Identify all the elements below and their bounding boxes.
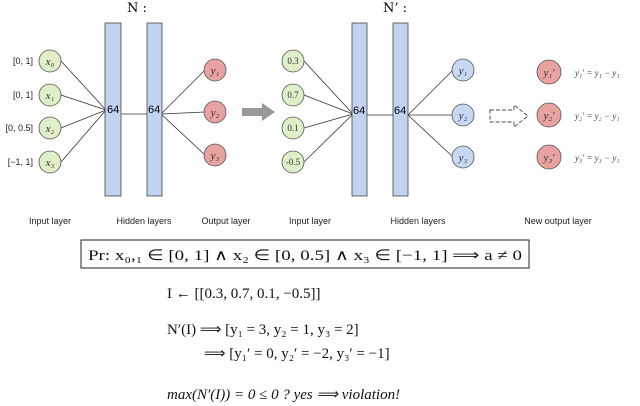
layer-label: Hidden layers (116, 216, 172, 226)
hidden-layer-1 (351, 22, 368, 197)
input-assignment: I ← [[0.3, 0.7, 0.1, −0.5]] (167, 286, 320, 302)
input-value: 0.1 (287, 123, 298, 133)
new-output-node: y₃′ (542, 152, 555, 164)
layer-label: Input layer (29, 216, 71, 226)
transformed-output: ⟹ [y₁′ = 0, y₂′ = −2, y₃′ = −1] (204, 346, 390, 362)
new-output-node: y₁′ (542, 67, 555, 79)
layer-label: Output layer (201, 216, 250, 226)
network-output: N′(I) ⟹ [y₁ = 3, y₂ = 1, y₃ = 2] (167, 322, 359, 338)
hidden-layer-2 (146, 22, 163, 197)
input-range: [0, 0.5] (5, 123, 33, 133)
new-output-node: y₂′ (542, 110, 555, 122)
output-equation: y₂′ = y₂ − y₁ (574, 111, 620, 121)
hidden-layer-1 (104, 22, 122, 197)
input-value: 0.3 (287, 56, 299, 66)
hidden-size: 64 (394, 105, 406, 117)
input-node: x₂ (45, 123, 55, 135)
right-network: N’ : 64 64 0.3 0.7 0.1 -0.5 y₁ y₂ y₃ (281, 1, 620, 226)
transform-arrow-icon (242, 103, 275, 121)
input-range: [−1, 1] (8, 157, 33, 167)
property-box (80, 239, 530, 269)
left-network: N : 64 64 [0, 1] [0, 1] [0, 0.5] [−1, 1]… (5, 1, 250, 226)
hidden-size: 64 (353, 105, 365, 117)
property-formula: Pr: x₀,₁ ∈ [0, 1] ∧ x₂ ∈ [0, 0.5] ∧ x₃ ∈… (88, 248, 522, 264)
output-node: y₁ (458, 65, 468, 77)
hidden-size: 64 (107, 104, 119, 116)
input-node: x₁ (45, 90, 55, 102)
violation-check: max(N′(I)) = 0 ≤ 0 ? yes ⟹ violation! (167, 387, 400, 403)
output-node: y₂ (458, 110, 468, 122)
output-node: y₁ (210, 65, 220, 77)
output-equation: y₃′ = y₃ − y₁ (574, 153, 620, 163)
layer-label: Input layer (289, 216, 331, 226)
layer-label: New output layer (524, 216, 592, 226)
output-node: y₃ (458, 152, 468, 164)
output-equation: y₁′ = y₁ − y₁ (574, 68, 620, 78)
input-node: x₃ (45, 157, 55, 169)
input-value: 0.7 (287, 90, 299, 100)
dashed-arrow-icon (489, 104, 529, 128)
right-network-title: N’ : (383, 1, 407, 16)
layer-label: Hidden layers (390, 216, 446, 226)
output-node: y₂ (210, 107, 220, 119)
output-node: y₃ (210, 150, 220, 162)
hidden-size: 64 (148, 104, 160, 116)
input-node: x₀ (45, 56, 55, 68)
input-range: [0, 1] (13, 56, 33, 66)
left-network-title: N : (127, 1, 147, 16)
hidden-layer-2 (392, 22, 409, 197)
input-range: [0, 1] (13, 90, 33, 100)
input-value: -0.5 (286, 157, 301, 167)
